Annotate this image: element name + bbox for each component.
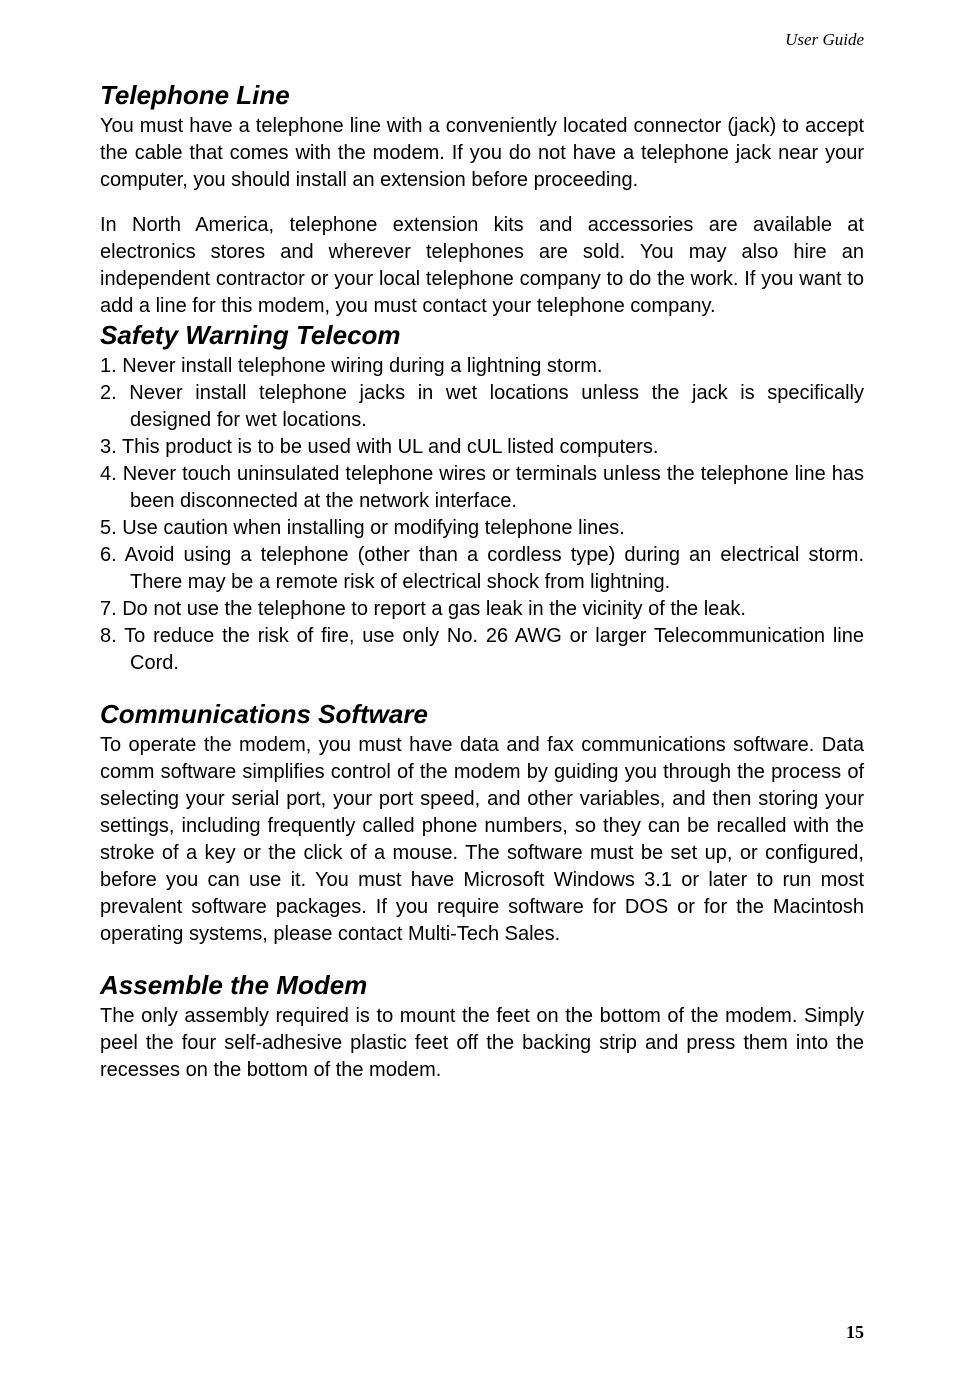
list-item: 2. Never install telephone jacks in wet … <box>100 380 864 434</box>
page-header: User Guide <box>785 30 864 50</box>
assemble-modem-para: The only assembly required is to mount t… <box>100 1003 864 1084</box>
communications-software-para: To operate the modem, you must have data… <box>100 732 864 948</box>
safety-warning-list: 1. Never install telephone wiring during… <box>100 353 864 677</box>
list-item: 4. Never touch uninsulated telephone wir… <box>100 461 864 515</box>
list-item: 8. To reduce the risk of fire, use only … <box>100 623 864 677</box>
list-item: 3. This product is to be used with UL an… <box>100 434 864 461</box>
safety-warning-heading: Safety Warning Telecom <box>100 320 864 351</box>
telephone-line-para2: In North America, telephone extension ki… <box>100 212 864 320</box>
telephone-line-para1: You must have a telephone line with a co… <box>100 113 864 194</box>
list-item: 1. Never install telephone wiring during… <box>100 353 864 380</box>
list-item: 5. Use caution when installing or modify… <box>100 515 864 542</box>
assemble-modem-heading: Assemble the Modem <box>100 970 864 1001</box>
list-item: 6. Avoid using a telephone (other than a… <box>100 542 864 596</box>
telephone-line-heading: Telephone Line <box>100 80 864 111</box>
main-content: Telephone Line You must have a telephone… <box>100 80 864 1084</box>
communications-software-heading: Communications Software <box>100 699 864 730</box>
list-item: 7. Do not use the telephone to report a … <box>100 596 864 623</box>
page-number: 15 <box>846 1322 864 1343</box>
